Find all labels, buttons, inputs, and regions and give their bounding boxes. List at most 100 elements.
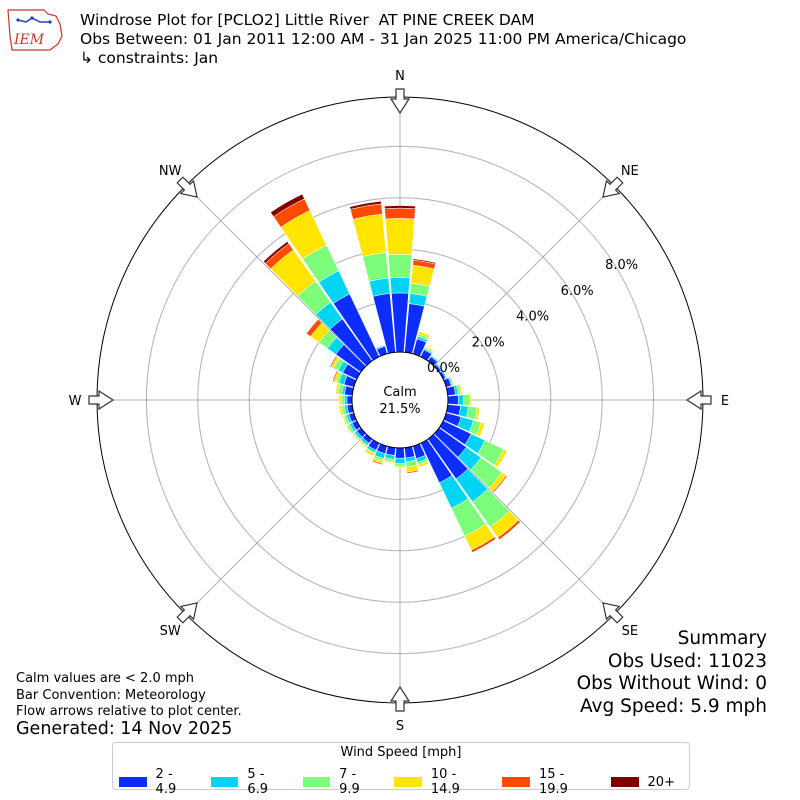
- windrose-bar-segment: [394, 465, 406, 468]
- windrose-bar-segment: [346, 395, 353, 405]
- direction-label: NE: [621, 164, 639, 179]
- summary-avg-speed: Avg Speed: 5.9 mph: [579, 695, 767, 717]
- windrose-bar-segment: [389, 277, 411, 294]
- windrose-bar-segment: [383, 459, 395, 464]
- flow-arrow-icon: [602, 602, 624, 624]
- calm-note: Calm values are < 2.0 mph: [16, 671, 195, 686]
- windrose-bar-segment: [358, 440, 368, 448]
- direction-label: E: [721, 394, 729, 409]
- windrose-bar-segment: [406, 469, 419, 474]
- legend-title: Wind Speed [mph]: [340, 745, 462, 760]
- legend-item: 10 - 14.9: [394, 767, 488, 797]
- windrose-bar-segment: [332, 370, 338, 383]
- flow-arrow-icon: [176, 176, 198, 198]
- legend-item: 15 - 19.9: [502, 767, 596, 797]
- windrose-bar-segment: [344, 395, 348, 405]
- windrose-bar-segment: [494, 448, 508, 468]
- windrose-bar-segment: [410, 264, 435, 287]
- chart-title: Windrose Plot for [PCLO2] Little River A…: [80, 11, 686, 68]
- radial-tick-label: 2.0%: [472, 335, 505, 350]
- legend-item: 20+: [610, 767, 675, 797]
- windrose-bar-segment: [341, 395, 345, 405]
- flow-arrow-icon: [88, 389, 115, 411]
- windrose-bar-segment: [441, 370, 448, 379]
- iem-logo: IEM: [7, 9, 63, 51]
- svg-text:IEM: IEM: [13, 32, 45, 48]
- windrose-bar-segment: [335, 383, 341, 395]
- summary-title: Summary: [677, 628, 767, 649]
- bar-convention-note: Bar Convention: Meteorology: [16, 687, 206, 703]
- flow-arrow-icon: [389, 88, 411, 115]
- legend-label: 15 - 19.9: [539, 767, 568, 797]
- legend-swatch: [610, 777, 639, 787]
- direction-label: S: [396, 719, 404, 734]
- windrose-bar-segment: [449, 376, 455, 386]
- windrose-bar-segment: [470, 536, 497, 553]
- calm-value: 21.5%: [379, 402, 420, 417]
- windrose-bar-segment: [263, 241, 290, 264]
- radial-tick-label: 8.0%: [605, 258, 638, 273]
- notes: Calm values are < 2.0 mph Bar Convention…: [16, 671, 242, 721]
- windrose-bar-segment: [412, 258, 437, 265]
- windrose-bar-segment: [352, 432, 360, 442]
- flow-note: Flow arrows relative to plot center.: [16, 704, 242, 719]
- direction-label: SE: [622, 624, 638, 639]
- windrose-bar-segment: [474, 407, 481, 421]
- grid-spoke: [185, 185, 367, 367]
- flow-arrow-icon: [389, 685, 411, 712]
- radial-tick-label: 6.0%: [561, 284, 594, 299]
- direction-label: N: [395, 69, 405, 84]
- calm-label: Calm: [383, 385, 416, 400]
- legend: Wind Speed [mph] 2 - 4.9 5 - 6.9 7 - 9.9 10…: [112, 742, 690, 797]
- flow-arrow-icon: [176, 602, 198, 624]
- windrose-bar-segment: [457, 394, 464, 406]
- grid-spoke: [433, 185, 615, 367]
- windrose-bar-segment: [447, 395, 459, 405]
- title-line-2: Obs Between: 01 Jan 2011 12:00 AM - 31 J…: [80, 30, 687, 48]
- legend-label: 5 - 6.9: [247, 767, 269, 797]
- flow-arrow-icon: [685, 389, 712, 411]
- legend-item: 7 - 9.9: [302, 767, 381, 797]
- legend-swatch: [394, 777, 422, 787]
- windrose-bar-segment: [349, 200, 382, 210]
- windrose-bar-segment: [345, 424, 353, 435]
- radial-tick-label: 0.0%: [427, 361, 460, 376]
- windrose-bar-segment: [384, 205, 416, 209]
- windrose-bar-segment: [364, 448, 375, 457]
- legend-swatch: [210, 777, 239, 787]
- title-line-3: ↳ constraints: Jan: [80, 49, 219, 67]
- windrose-bar-segment: [469, 394, 472, 406]
- legend-item: 5 - 6.9: [210, 767, 289, 797]
- windrose-bar-segment: [430, 355, 439, 363]
- radial-tick-label: 4.0%: [516, 310, 549, 325]
- generated-date: Generated: 14 Nov 2025: [16, 719, 233, 739]
- windrose-bar-segment: [342, 415, 348, 426]
- summary-obs-without-wind: Obs Without Wind: 0: [576, 673, 767, 694]
- windrose-bar-segment: [497, 519, 521, 541]
- windrose-bar-segment: [352, 213, 387, 257]
- windrose-bar-segment: [306, 319, 323, 337]
- windrose-bar-segment: [329, 355, 338, 368]
- windrose-bar-segment: [492, 475, 508, 493]
- title-line-1: Windrose Plot for [PCLO2] Little River A…: [80, 11, 535, 29]
- legend-swatch: [302, 777, 331, 787]
- legend-swatch: [119, 777, 147, 787]
- legend-label: 20+: [647, 774, 675, 790]
- flow-arrow-icon: [602, 176, 624, 198]
- legend-label: 10 - 14.9: [430, 767, 460, 797]
- calm-circle: [351, 351, 449, 449]
- direction-label: SW: [160, 624, 181, 639]
- windrose-bar-segment: [476, 421, 485, 437]
- legend-item: 2 - 4.9: [119, 767, 197, 797]
- windrose-bar-segment: [362, 252, 389, 282]
- windrose-bar-segment: [388, 254, 412, 279]
- grid-spoke: [185, 433, 367, 615]
- legend-label: 2 - 4.9: [155, 767, 177, 797]
- windrose-bar-segment: [417, 460, 430, 468]
- windrose-bar-segment: [394, 462, 406, 467]
- windrose-bar-segment: [371, 459, 383, 466]
- windrose-bar-segment: [385, 218, 415, 256]
- windrose-bar-segment: [338, 394, 343, 406]
- windrose-bar-segment: [462, 394, 471, 406]
